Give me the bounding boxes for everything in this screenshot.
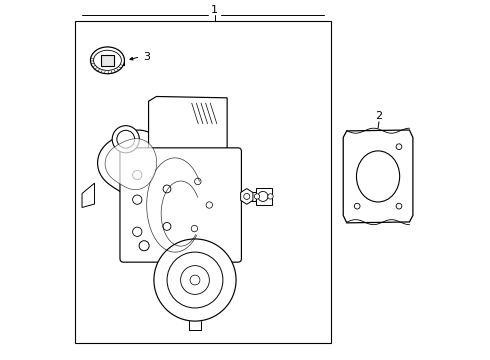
Polygon shape <box>98 130 166 197</box>
Polygon shape <box>241 189 253 204</box>
Circle shape <box>191 225 197 232</box>
Circle shape <box>206 202 213 208</box>
Bar <box>75 21 331 342</box>
Ellipse shape <box>356 151 400 202</box>
Circle shape <box>181 266 209 294</box>
Circle shape <box>133 170 142 180</box>
Circle shape <box>139 241 149 251</box>
Circle shape <box>396 144 402 149</box>
Ellipse shape <box>91 47 124 74</box>
Circle shape <box>396 203 402 209</box>
Text: 3: 3 <box>143 52 150 62</box>
Circle shape <box>268 194 273 199</box>
Text: 1: 1 <box>211 5 218 15</box>
Bar <box>101 55 114 66</box>
FancyBboxPatch shape <box>120 148 242 262</box>
Circle shape <box>154 239 236 321</box>
Polygon shape <box>148 96 227 166</box>
Circle shape <box>133 227 142 237</box>
Ellipse shape <box>94 50 122 70</box>
Polygon shape <box>343 130 413 223</box>
Circle shape <box>354 203 360 209</box>
Circle shape <box>112 126 139 153</box>
Circle shape <box>195 178 201 185</box>
Circle shape <box>167 252 223 308</box>
Bar <box>256 188 272 205</box>
Text: 2: 2 <box>375 111 383 121</box>
Circle shape <box>163 222 171 230</box>
Polygon shape <box>82 183 95 207</box>
Circle shape <box>190 275 200 285</box>
Circle shape <box>244 193 250 199</box>
Circle shape <box>258 192 268 202</box>
Circle shape <box>254 194 260 199</box>
Circle shape <box>117 130 135 148</box>
Circle shape <box>133 195 142 204</box>
Polygon shape <box>105 139 157 190</box>
Circle shape <box>163 185 171 193</box>
